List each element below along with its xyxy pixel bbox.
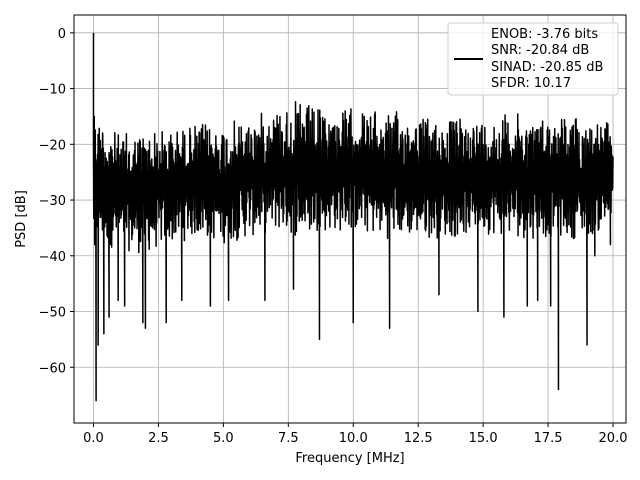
y-tick-label: −20 — [39, 138, 66, 153]
y-tick-label: −40 — [39, 250, 66, 265]
tick-marks — [70, 32, 614, 427]
x-tick-label: 17.5 — [534, 431, 563, 446]
x-tick-label: 7.5 — [278, 431, 299, 446]
series-layer — [92, 32, 614, 402]
y-tick-label: 0 — [58, 27, 66, 42]
legend-box — [447, 22, 619, 96]
y-tick-label: −10 — [39, 83, 66, 98]
psd-series-line — [92, 32, 614, 402]
y-tick-label: −30 — [39, 194, 66, 209]
x-tick-label: 10.0 — [339, 431, 368, 446]
legend-line-sfdr: SFDR: 10.17 — [491, 76, 571, 91]
x-tick-label: 0.0 — [83, 431, 104, 446]
tick-labels: 0.0 2.5 5.0 7.5 10.0 12.5 15.0 17.5 20.0 0 −10 −20 −… — [39, 27, 628, 446]
x-tick-label: 5.0 — [213, 431, 234, 446]
x-axis-title: Frequency [MHz] — [295, 451, 404, 466]
legend-line-snr: SNR: -20.84 dB — [491, 43, 589, 58]
legend-line-enob: ENOB: -3.76 bits — [491, 27, 598, 42]
x-tick-label: 12.5 — [404, 431, 433, 446]
y-tick-label: −60 — [39, 361, 66, 376]
x-tick-label: 2.5 — [148, 431, 169, 446]
x-tick-label: 15.0 — [469, 431, 498, 446]
legend-line-sinad: SINAD: -20.85 dB — [491, 60, 603, 75]
y-axis-title: PSD [dB] — [14, 190, 29, 248]
x-tick-label: 20.0 — [599, 431, 628, 446]
plot-frame — [73, 14, 627, 424]
y-tick-label: −50 — [39, 306, 66, 321]
legend: ENOB: -3.76 bits SNR: -20.84 dB SINAD: -… — [447, 22, 619, 96]
